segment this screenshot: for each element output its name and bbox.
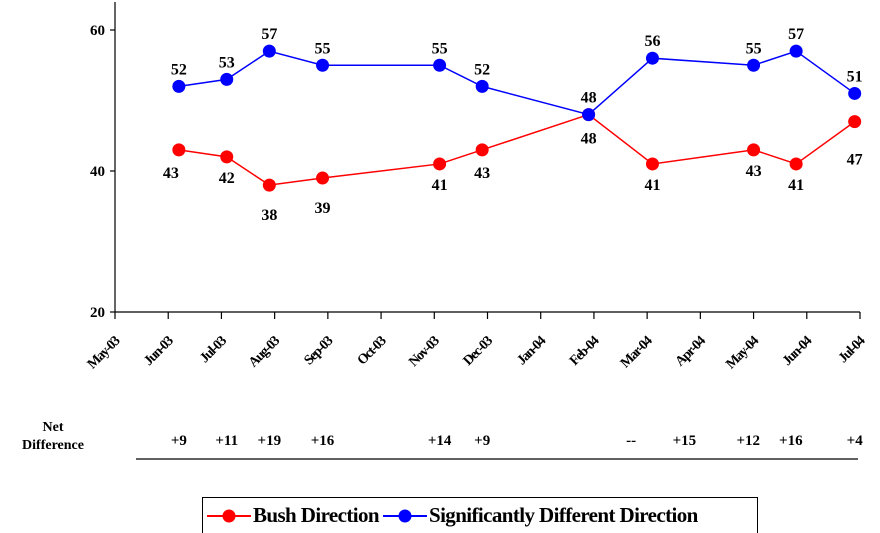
net-difference-value: +16 xyxy=(311,433,335,449)
x-tick-label: Jul-03 xyxy=(197,333,230,366)
data-label: 57 xyxy=(261,26,277,43)
data-point xyxy=(848,86,862,100)
data-label: 52 xyxy=(474,61,490,78)
data-point xyxy=(645,51,659,65)
net-difference-value: +16 xyxy=(779,433,803,449)
data-label: 57 xyxy=(788,26,804,43)
net-difference-value: +19 xyxy=(258,433,282,449)
net-difference-title-line2: Difference xyxy=(22,438,84,453)
data-point xyxy=(262,178,276,192)
x-tick-label: Dec-03 xyxy=(461,333,496,368)
data-label: 39 xyxy=(315,200,331,217)
x-tick-label: Jun-04 xyxy=(780,333,816,369)
chart-series: 43 42 38 39 41 43 48 41 43 41 47 52 53 57 55 55 52 48 56 55… xyxy=(163,26,863,224)
x-tick-label: Sep-03 xyxy=(302,333,337,368)
x-tick-label: May-03 xyxy=(85,333,124,372)
data-label: 53 xyxy=(219,54,235,71)
data-label: 56 xyxy=(644,33,660,50)
data-label: 42 xyxy=(219,170,235,187)
net-difference-value: +14 xyxy=(428,433,452,449)
data-point xyxy=(475,79,489,93)
data-point xyxy=(433,58,447,72)
data-label: 41 xyxy=(432,177,448,194)
data-point xyxy=(172,79,186,93)
data-label: 48 xyxy=(581,90,597,107)
net-difference-title-line1: Net xyxy=(42,420,64,435)
data-point xyxy=(848,115,862,129)
data-label: 55 xyxy=(315,40,331,57)
data-point xyxy=(316,171,330,185)
data-point xyxy=(645,157,659,171)
x-tick-label: Jun-03 xyxy=(141,333,177,369)
net-difference-value: +9 xyxy=(474,433,490,449)
legend-label-different: Significantly Different Direction xyxy=(428,503,698,527)
legend-label-bush: Bush Direction xyxy=(253,503,380,527)
chart-axes: 20 40 60 May-03 Jun-03 Jul-03 Aug-03 Sep-03 Oct-… xyxy=(85,2,869,372)
data-label: 47 xyxy=(847,152,863,169)
legend-marker-different-icon xyxy=(382,509,427,522)
data-label: 43 xyxy=(746,163,762,180)
y-tick-label: 20 xyxy=(90,305,105,321)
data-point xyxy=(433,157,447,171)
legend-item-bush: Bush Direction xyxy=(207,503,380,528)
data-point xyxy=(475,143,489,157)
data-point xyxy=(220,150,234,164)
net-difference-value: +12 xyxy=(736,433,760,449)
legend-item-different: Significantly Different Direction xyxy=(382,503,698,528)
net-difference-value: +4 xyxy=(847,433,864,449)
data-point xyxy=(316,58,330,72)
net-difference-title: Net Difference xyxy=(8,419,98,455)
legend-marker-bush-icon xyxy=(207,509,251,522)
net-difference-value: -- xyxy=(626,433,636,449)
data-label: 43 xyxy=(474,165,490,182)
x-tick-label: Aug-03 xyxy=(246,333,283,370)
y-tick-label: 60 xyxy=(90,23,105,39)
data-label: 55 xyxy=(746,40,762,57)
data-label: 48 xyxy=(581,131,597,148)
data-point xyxy=(582,108,596,122)
data-point xyxy=(172,143,186,157)
net-difference-value: +11 xyxy=(215,433,238,449)
y-tick-label: 40 xyxy=(90,164,105,180)
chart-legend: Bush Direction Significantly Different D… xyxy=(202,497,758,533)
net-difference-value: +15 xyxy=(673,433,697,449)
data-label: 41 xyxy=(788,177,804,194)
x-tick-label: Apr-04 xyxy=(673,333,709,369)
x-tick-label: Feb-04 xyxy=(567,333,603,369)
data-point xyxy=(789,44,803,58)
x-tick-label: Oct-03 xyxy=(355,333,390,368)
data-label: 43 xyxy=(163,165,179,182)
data-point xyxy=(262,44,276,58)
net-difference-value: +9 xyxy=(171,433,187,449)
x-tick-label: Nov-03 xyxy=(406,333,443,370)
data-label: 41 xyxy=(644,177,660,194)
data-point xyxy=(747,143,761,157)
data-point xyxy=(747,58,761,72)
x-tick-label: Mar-04 xyxy=(618,333,656,371)
data-point xyxy=(220,72,234,86)
data-label: 55 xyxy=(432,40,448,57)
x-tick-label: Jan-04 xyxy=(514,333,549,368)
net-difference-row: +9 +11 +19 +16 +14 +9 -- +15 +12 +16 +4 xyxy=(136,433,864,460)
data-label: 38 xyxy=(261,207,277,224)
x-tick-label: Jul-04 xyxy=(836,333,869,366)
x-tick-label: May-04 xyxy=(723,333,762,372)
data-point xyxy=(789,157,803,171)
data-label: 52 xyxy=(171,61,187,78)
data-label: 51 xyxy=(847,68,863,85)
